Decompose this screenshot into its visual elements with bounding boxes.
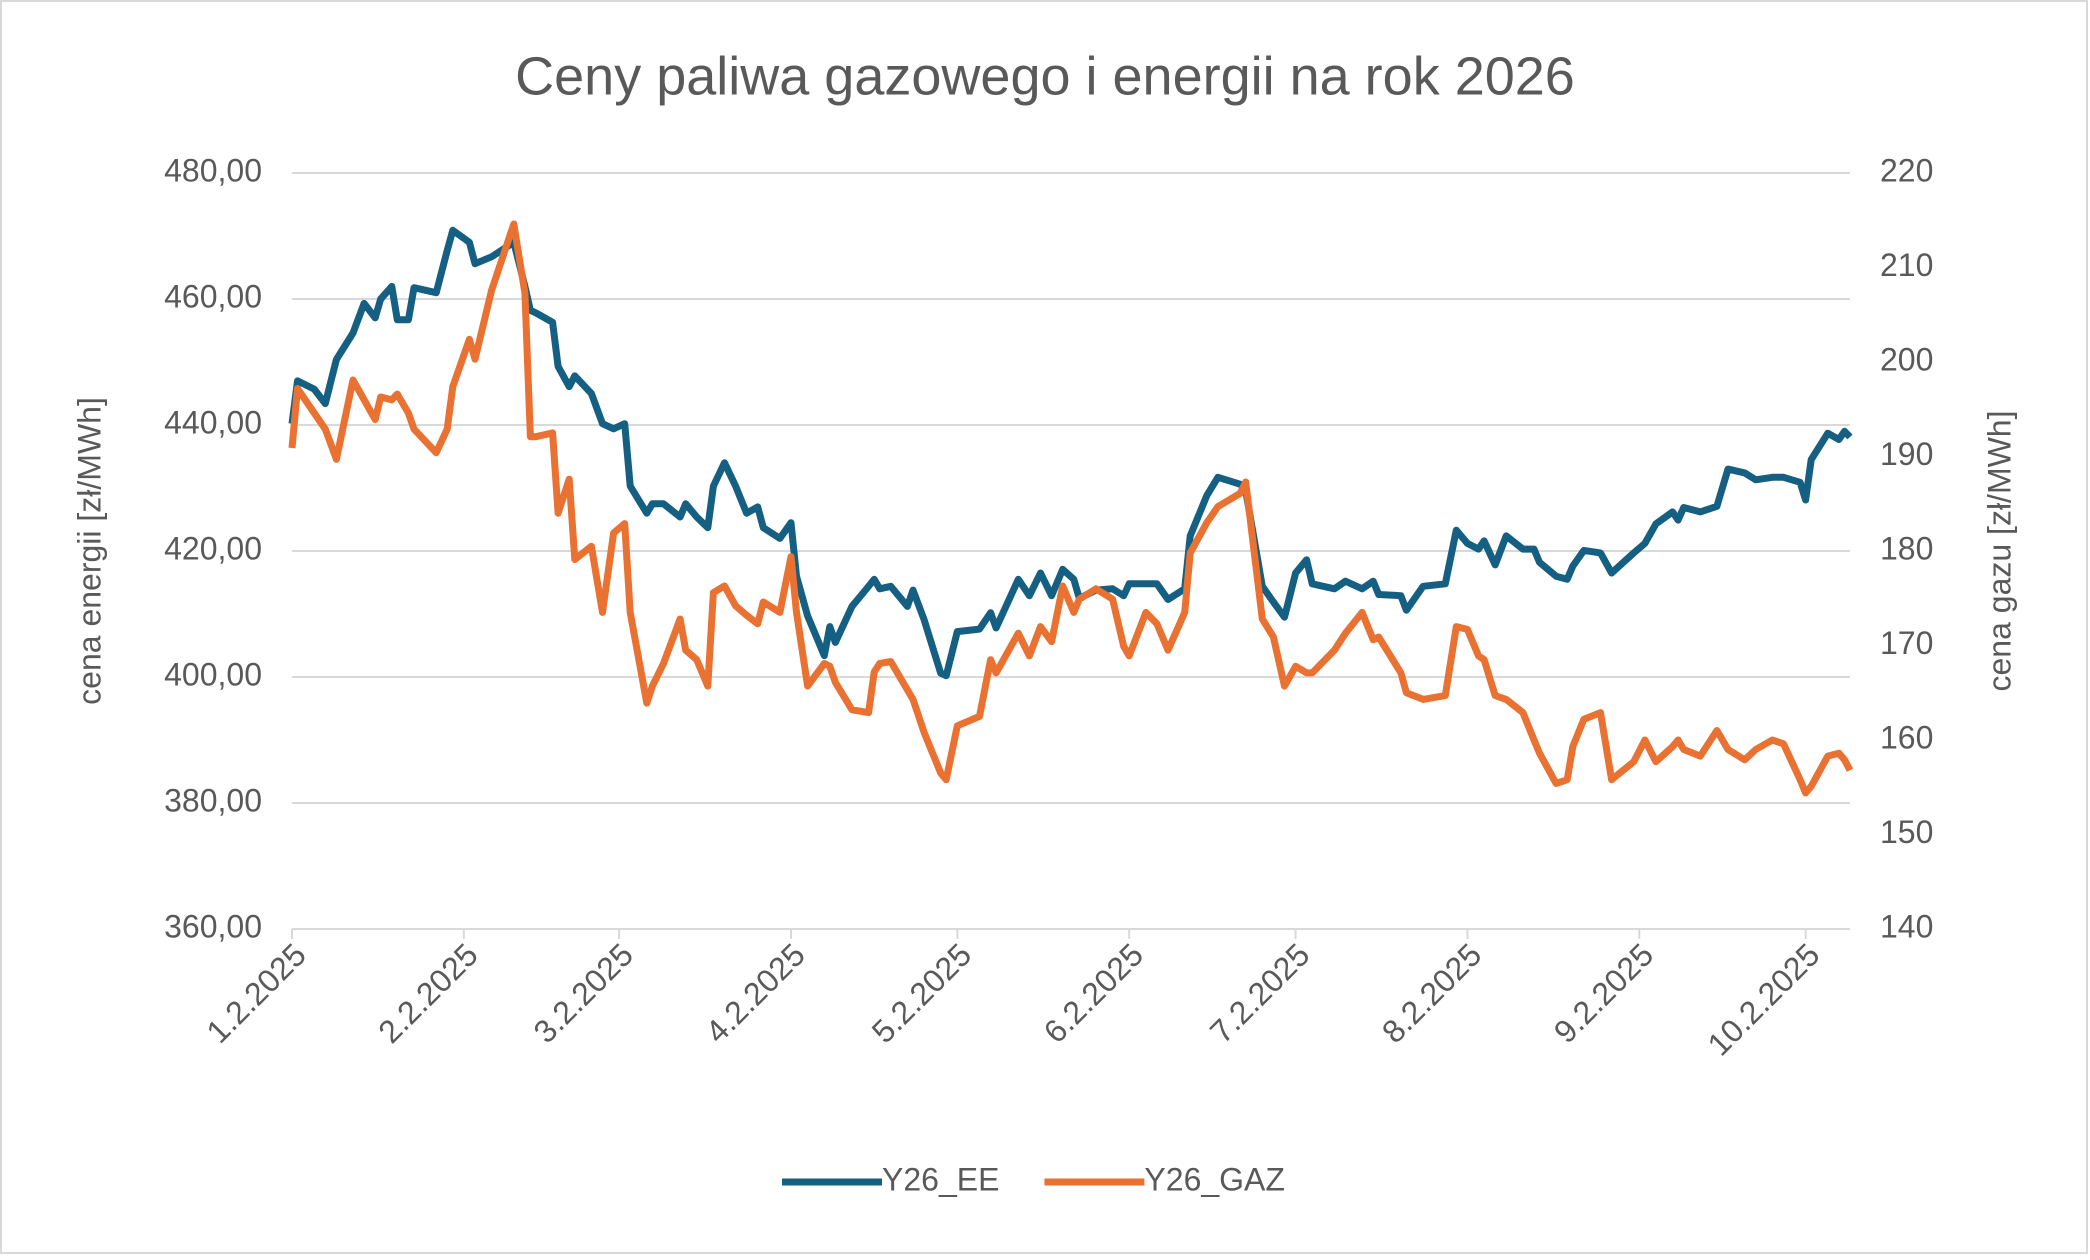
y2-tick-label: 170 bbox=[1880, 625, 1933, 661]
y-tick-label: 480,00 bbox=[164, 152, 262, 188]
line-series bbox=[288, 226, 1853, 680]
y2-tick-label: 220 bbox=[1880, 152, 1933, 188]
y2-tick-label: 210 bbox=[1880, 247, 1933, 283]
y2-tick-label: 160 bbox=[1880, 719, 1933, 755]
y-tick-label: 460,00 bbox=[164, 278, 262, 314]
y2-tick-label: 180 bbox=[1880, 530, 1933, 566]
y-tick-label: 400,00 bbox=[164, 656, 262, 692]
legend-label: Y26_GAZ bbox=[1144, 1161, 1285, 1197]
y2-tick-label: 140 bbox=[1880, 908, 1933, 944]
chart-title: Ceny paliwa gazowego i energii na rok 20… bbox=[515, 46, 1575, 106]
legend-label: Y26_EE bbox=[882, 1161, 999, 1197]
y2-tick-label: 150 bbox=[1880, 814, 1933, 850]
y-tick-label: 380,00 bbox=[164, 782, 262, 818]
y-tick-label: 360,00 bbox=[164, 908, 262, 944]
y2-axis-label: cena gazu [zł/MWh] bbox=[1981, 411, 2017, 692]
y-tick-label: 440,00 bbox=[164, 404, 262, 440]
y-axis-label: cena energii [zł/MWh] bbox=[71, 397, 107, 705]
y-tick-label: 420,00 bbox=[164, 530, 262, 566]
line-series bbox=[288, 220, 1854, 797]
y2-tick-label: 200 bbox=[1880, 341, 1933, 377]
y2-tick-label: 190 bbox=[1880, 436, 1933, 472]
